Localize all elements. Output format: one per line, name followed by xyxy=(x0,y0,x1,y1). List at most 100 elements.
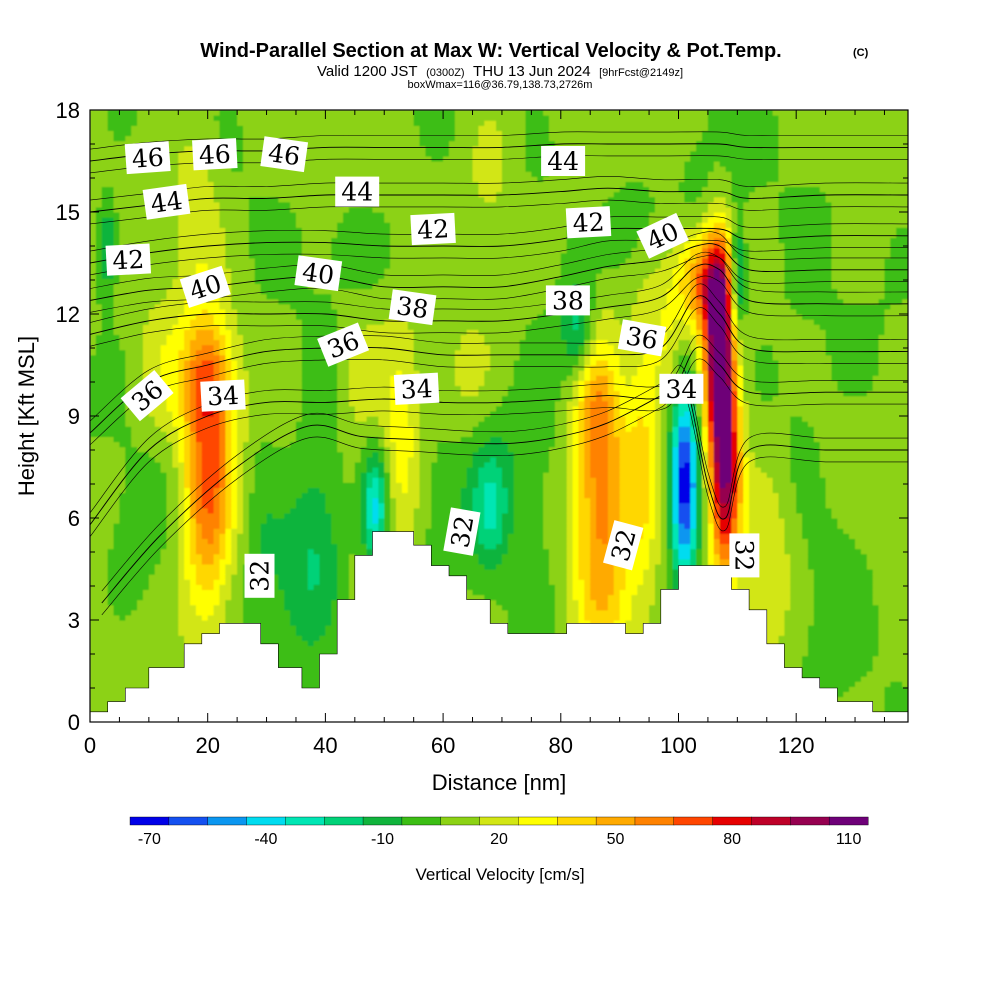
velocity-cell xyxy=(131,196,138,203)
velocity-cell xyxy=(319,512,326,519)
velocity-cell xyxy=(313,512,321,519)
velocity-cell xyxy=(225,201,232,208)
velocity-cell xyxy=(243,161,250,167)
velocity-cell xyxy=(272,232,279,239)
velocity-cell xyxy=(278,390,285,397)
velocity-cell xyxy=(178,283,185,290)
velocity-cell xyxy=(95,676,103,682)
velocity-cell xyxy=(95,110,103,116)
velocity-cell xyxy=(278,395,285,402)
velocity-cell xyxy=(166,620,173,626)
velocity-cell xyxy=(125,456,132,463)
velocity-cell xyxy=(190,125,197,131)
velocity-cell xyxy=(248,436,256,443)
velocity-cell xyxy=(148,599,156,606)
velocity-cell xyxy=(295,620,303,626)
velocity-cell xyxy=(125,349,132,356)
velocity-cell xyxy=(254,609,262,616)
velocity-cell xyxy=(119,645,126,652)
velocity-cell xyxy=(325,609,332,616)
velocity-cell xyxy=(190,461,197,468)
velocity-cell xyxy=(131,538,138,545)
velocity-cell xyxy=(260,640,268,647)
velocity-cell xyxy=(219,349,226,356)
velocity-cell xyxy=(254,405,262,412)
velocity-cell xyxy=(154,569,162,575)
velocity-cell xyxy=(254,237,262,244)
velocity-cell xyxy=(178,380,185,386)
velocity-cell xyxy=(325,620,332,626)
velocity-cell xyxy=(272,416,279,422)
velocity-cell xyxy=(307,288,315,295)
velocity-cell xyxy=(154,344,162,351)
velocity-cell xyxy=(295,436,303,443)
velocity-cell xyxy=(190,518,197,524)
velocity-cell xyxy=(201,431,209,437)
velocity-cell xyxy=(307,584,315,590)
velocity-cell xyxy=(90,472,97,478)
velocity-cell xyxy=(266,518,274,524)
velocity-cell xyxy=(195,344,203,351)
velocity-cell xyxy=(125,303,132,310)
velocity-cell xyxy=(272,574,279,580)
velocity-cell xyxy=(142,569,150,575)
velocity-cell xyxy=(148,579,156,585)
velocity-cell xyxy=(107,324,115,330)
velocity-cell xyxy=(284,594,291,601)
velocity-cell xyxy=(113,359,121,366)
velocity-cell xyxy=(201,257,209,264)
velocity-cell xyxy=(325,477,332,483)
velocity-cell xyxy=(107,630,115,636)
velocity-cell xyxy=(290,594,297,601)
velocity-cell xyxy=(142,477,150,483)
velocity-cell xyxy=(154,319,162,325)
velocity-cell xyxy=(319,375,326,381)
velocity-cell xyxy=(231,186,238,193)
velocity-cell xyxy=(307,502,315,509)
velocity-cell xyxy=(237,314,244,320)
velocity-cell xyxy=(260,314,268,320)
velocity-cell xyxy=(184,227,191,233)
velocity-cell xyxy=(284,354,291,361)
velocity-cell xyxy=(284,477,291,483)
velocity-cell xyxy=(290,400,297,407)
velocity-cell xyxy=(331,614,338,621)
velocity-cell xyxy=(272,385,279,392)
velocity-cell xyxy=(178,324,185,330)
velocity-cell xyxy=(119,451,126,458)
velocity-cell xyxy=(113,206,121,213)
velocity-cell xyxy=(301,487,309,494)
velocity-cell xyxy=(301,625,309,631)
velocity-cell xyxy=(190,426,197,432)
velocity-cell xyxy=(148,609,156,616)
velocity-cell xyxy=(184,365,191,371)
velocity-cell xyxy=(172,492,179,499)
velocity-cell xyxy=(248,298,256,305)
velocity-cell xyxy=(154,574,162,580)
velocity-cell xyxy=(95,319,103,325)
velocity-cell xyxy=(142,344,150,351)
velocity-cell xyxy=(301,579,309,585)
velocity-cell xyxy=(207,630,215,636)
velocity-cell xyxy=(160,548,168,555)
velocity-cell xyxy=(213,186,221,193)
velocity-cell xyxy=(119,589,126,596)
velocity-cell xyxy=(272,380,279,386)
velocity-cell xyxy=(148,451,156,458)
velocity-cell xyxy=(248,620,256,626)
velocity-cell xyxy=(101,354,109,361)
velocity-cell xyxy=(172,375,179,381)
velocity-cell xyxy=(290,380,297,386)
velocity-cell xyxy=(107,614,115,621)
velocity-cell xyxy=(137,655,144,662)
velocity-cell xyxy=(131,563,138,570)
velocity-cell xyxy=(101,609,109,616)
velocity-cell xyxy=(248,140,256,147)
velocity-cell xyxy=(254,538,262,545)
velocity-cell xyxy=(231,115,238,121)
velocity-cell xyxy=(207,257,215,264)
velocity-cell xyxy=(207,314,215,320)
velocity-cell xyxy=(325,135,332,142)
velocity-cell xyxy=(166,436,173,443)
velocity-cell xyxy=(184,584,191,590)
